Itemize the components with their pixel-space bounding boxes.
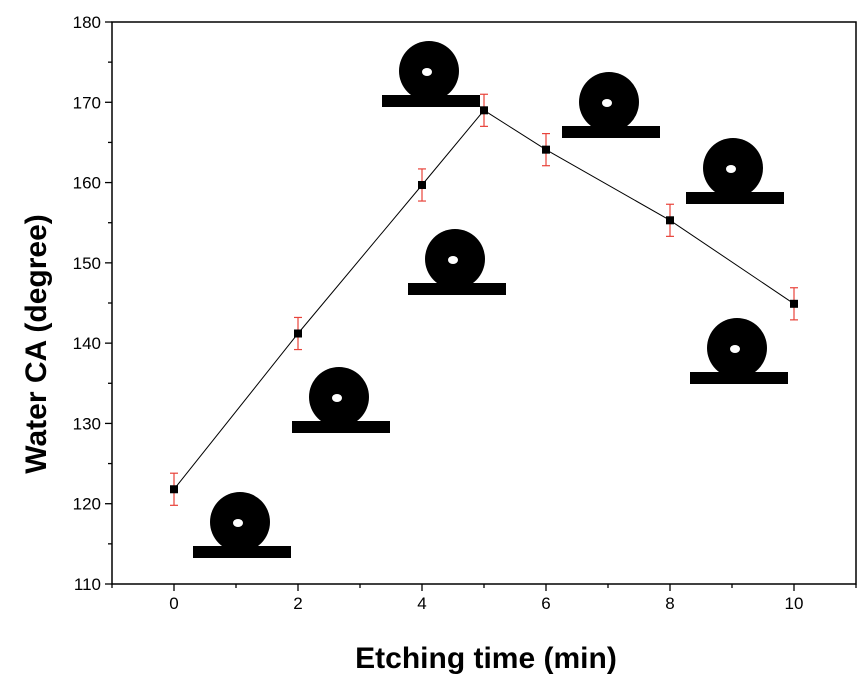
series-line <box>173 109 795 490</box>
droplet-highlight <box>730 345 740 353</box>
droplet-insets <box>193 41 788 558</box>
substrate <box>686 192 784 204</box>
y-tick-label: 110 <box>74 575 101 594</box>
x-tick-label: 6 <box>541 594 550 613</box>
droplet-image <box>690 318 788 384</box>
substrate <box>562 126 660 138</box>
substrate <box>382 95 480 107</box>
data-point <box>790 299 798 308</box>
droplet-image <box>562 72 660 138</box>
substrate <box>193 546 291 558</box>
x-tick-label: 2 <box>293 594 302 613</box>
x-tick-label: 0 <box>169 594 178 613</box>
y-tick-label: 170 <box>73 93 101 112</box>
droplet-highlight <box>602 99 612 107</box>
droplet-highlight <box>422 68 432 76</box>
y-tick-label: 160 <box>73 174 101 193</box>
data-point <box>294 329 302 338</box>
data-point <box>480 106 488 115</box>
droplet-image <box>292 367 390 433</box>
plot-area <box>170 93 798 506</box>
data-point <box>542 145 550 154</box>
x-tick-label: 4 <box>417 594 426 613</box>
droplet-image <box>193 492 291 558</box>
droplet-highlight <box>233 519 243 527</box>
data-point <box>170 485 178 494</box>
x-tick-label: 10 <box>785 594 804 613</box>
axes: 110 120 130 140 150 160 170 180 0 2 4 6 8 10 <box>73 13 857 613</box>
y-tick-label: 150 <box>73 254 101 273</box>
droplet-highlight <box>726 165 736 173</box>
substrate <box>408 283 506 295</box>
data-point <box>418 180 426 189</box>
x-axis-title: Etching time (min) <box>355 642 617 675</box>
droplet-image <box>686 138 784 204</box>
y-tick-label: 180 <box>73 13 101 32</box>
droplet-image <box>408 229 506 295</box>
y-tick-label: 120 <box>73 495 101 514</box>
x-tick-label: 8 <box>665 594 674 613</box>
y-tick-label: 130 <box>73 414 101 433</box>
data-point <box>666 216 674 225</box>
droplet-image <box>382 41 480 107</box>
y-axis-title: Water CA (degree) <box>20 214 53 473</box>
droplet-highlight <box>332 394 342 402</box>
y-tick-label: 140 <box>73 334 101 353</box>
droplet-highlight <box>448 256 458 264</box>
substrate <box>292 421 390 433</box>
substrate <box>690 372 788 384</box>
